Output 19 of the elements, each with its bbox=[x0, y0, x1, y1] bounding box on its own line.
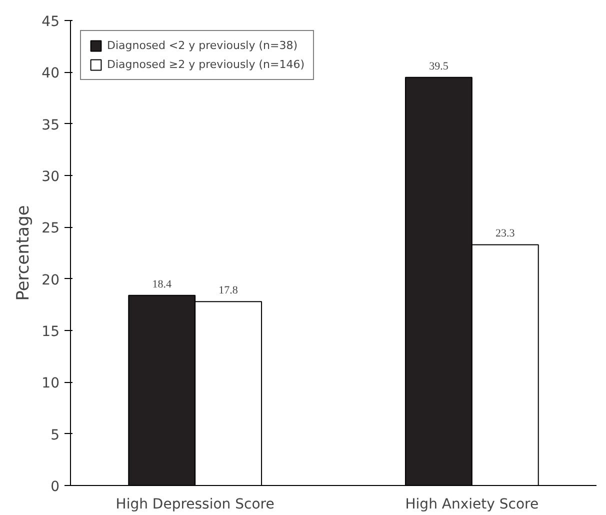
y-tick-label: 40 bbox=[42, 66, 60, 82]
y-tick-label: 30 bbox=[42, 169, 60, 185]
y-tick-label: 45 bbox=[42, 14, 60, 30]
data-label: 39.5 bbox=[429, 60, 449, 72]
x-tick-label: High Depression Score bbox=[116, 496, 274, 512]
data-label: 23.3 bbox=[496, 228, 516, 240]
y-tick-label: 20 bbox=[42, 272, 60, 288]
y-axis-title: Percentage bbox=[14, 205, 34, 301]
y-tick-label: 15 bbox=[42, 324, 60, 340]
data-label: 17.8 bbox=[218, 284, 238, 297]
legend-label: Diagnosed ≥2 y previously (n=146) bbox=[107, 58, 305, 71]
y-tick-label: 10 bbox=[42, 376, 60, 392]
y-tick-label: 25 bbox=[42, 220, 60, 237]
y-tick-label: 0 bbox=[50, 479, 60, 495]
legend-label: Diagnosed <2 y previously (n=38) bbox=[107, 39, 298, 52]
x-tick-label: High Anxiety Score bbox=[405, 496, 539, 512]
y-tick-label: 35 bbox=[42, 117, 60, 134]
data-label: 18.4 bbox=[152, 278, 172, 290]
y-tick-label: 5 bbox=[50, 427, 60, 444]
